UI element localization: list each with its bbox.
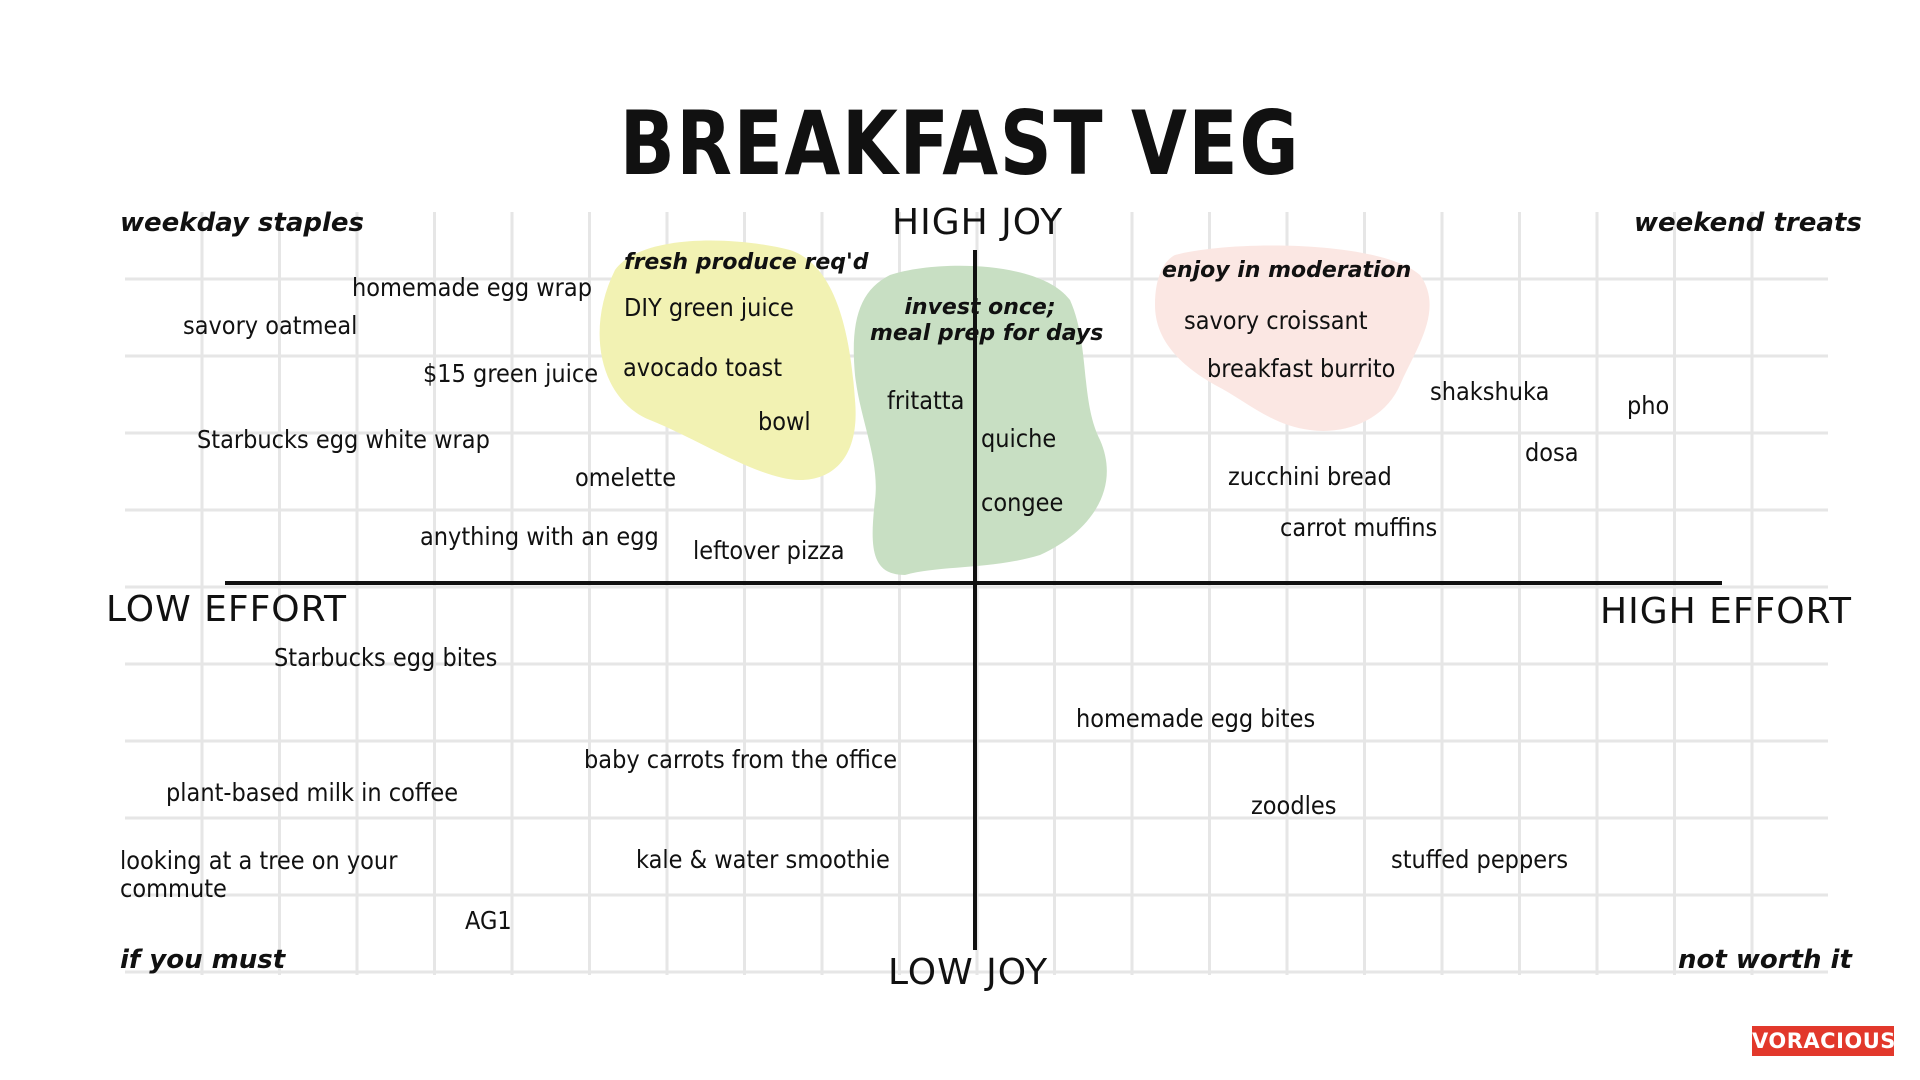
item-breakfast-burrito: breakfast burrito [1207,354,1396,383]
item-shakshuka: shakshuka [1430,377,1550,406]
axis-label-high-joy: HIGH JOY [892,202,1064,243]
item-stuffed-peppers: stuffed peppers [1391,845,1569,874]
item-15-green-juice: $15 green juice [423,359,599,388]
axis-label-low-effort: LOW EFFORT [106,589,348,630]
item-homemade-egg-bites: homemade egg bites [1076,704,1316,733]
zone-label-meal-prep-line2: meal prep for days [870,321,1104,347]
zone-label-moderation: enjoy in moderation [1162,258,1412,283]
zone-label-fresh-produce: fresh produce req'd [624,250,869,275]
item-pho: pho [1627,391,1670,420]
corner-label-weekend-treats: weekend treats [1634,208,1862,238]
item-zucchini-bread: zucchini bread [1228,462,1392,491]
item-savory-oatmeal: savory oatmeal [183,311,358,340]
item-bowl: bowl [758,407,811,436]
item-omelette: omelette [575,463,677,492]
corner-label-not-worth-it: not worth it [1678,945,1852,975]
item-carrot-muffins: carrot muffins [1280,513,1438,542]
item-savory-croissant: savory croissant [1184,306,1368,335]
item-anything-with-egg: anything with an egg [420,522,659,551]
item-quiche: quiche [981,424,1057,453]
item-avocado-toast: avocado toast [623,353,783,382]
zone-blob-fresh-produce [599,240,856,480]
axis-label-low-joy: LOW JOY [888,952,1049,993]
item-dosa: dosa [1525,438,1579,467]
item-baby-carrots: baby carrots from the office [584,745,898,774]
item-kale-smoothie: kale & water smoothie [636,845,890,874]
chart-title: BREAKFAST VEG [619,92,1301,195]
corner-label-if-you-must: if you must [120,945,286,975]
zone-label-meal-prep-line1: invest once; [904,295,1056,320]
item-plant-based-milk: plant-based milk in coffee [166,778,459,807]
item-ag1: AG1 [465,906,512,935]
zone-label-meal-prep: invest once; meal prep for days [870,295,1104,348]
item-tree-commute: looking at a tree on your commute [120,846,398,903]
item-fritatta: fritatta [887,386,965,415]
voracious-logo: VORACIOUS [1752,1026,1895,1056]
item-leftover-pizza: leftover pizza [693,536,845,565]
corner-label-weekday-staples: weekday staples [120,208,365,238]
item-starbucks-egg-white-wrap: Starbucks egg white wrap [197,425,490,454]
item-homemade-egg-wrap: homemade egg wrap [352,273,592,302]
item-starbucks-egg-bites: Starbucks egg bites [274,643,498,672]
zone-blob-meal-prep [853,265,1107,575]
zone-blob-moderation [1155,245,1430,431]
item-congee: congee [981,488,1064,517]
item-diy-green-juice: DIY green juice [624,293,794,322]
axis-label-high-effort: HIGH EFFORT [1600,591,1852,632]
item-zoodles: zoodles [1251,791,1337,820]
